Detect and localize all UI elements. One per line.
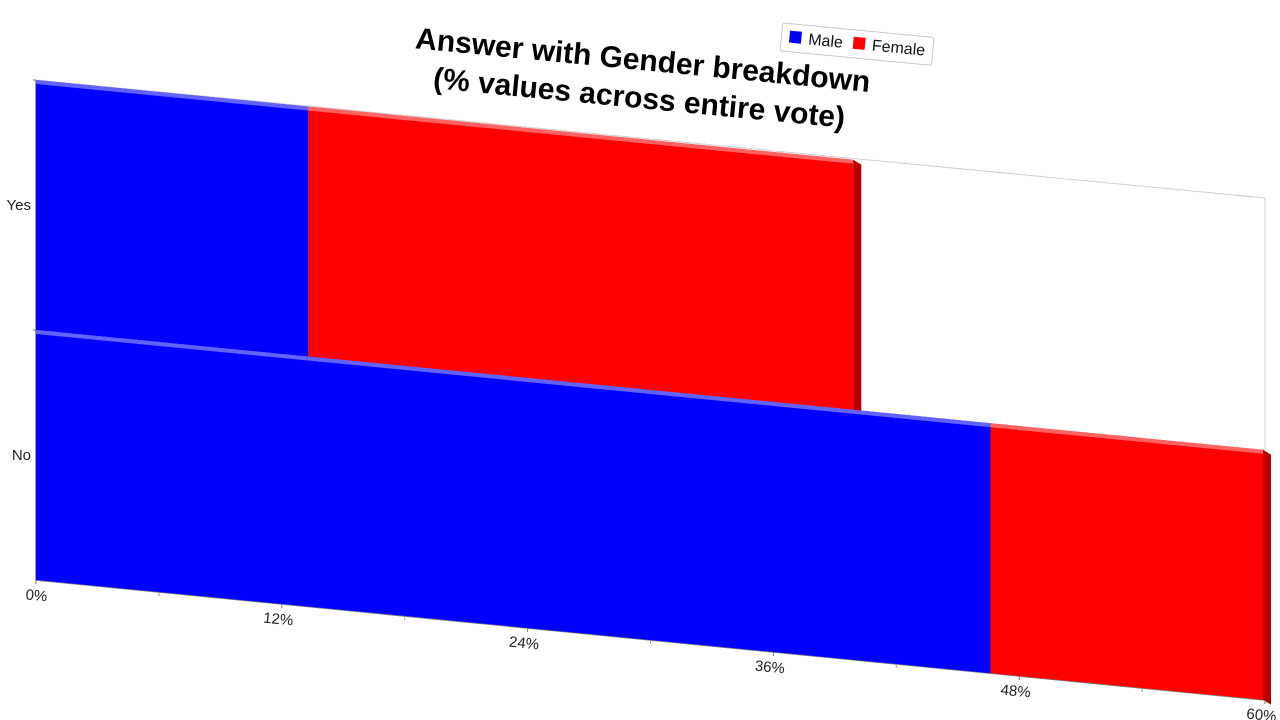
y-label-no: No bbox=[12, 447, 31, 464]
bar-face-no-female bbox=[990, 423, 1263, 700]
legend-label-male: Male bbox=[807, 31, 843, 51]
bar-top-yes-male bbox=[36, 80, 309, 111]
x-axis-ticks: 0% 12% 24% 36% 48% 60% bbox=[25, 580, 1277, 720]
x-tick-label: 36% bbox=[754, 658, 786, 678]
x-tick-label: 24% bbox=[508, 634, 540, 654]
y-axis-labels: Yes No bbox=[7, 197, 31, 464]
legend-swatch-male bbox=[788, 30, 803, 44]
bar-top-no-female bbox=[990, 423, 1263, 454]
bar-side-no-female bbox=[1263, 449, 1271, 705]
bar-face-yes-female bbox=[308, 106, 854, 410]
legend: Male Female bbox=[779, 22, 935, 66]
bar-top-yes-female bbox=[308, 106, 854, 164]
bar-no-female bbox=[990, 423, 1271, 705]
bar-top-no-male bbox=[36, 330, 991, 428]
bars-layer bbox=[36, 80, 1271, 705]
x-tick-label: 12% bbox=[262, 610, 294, 630]
x-tick-label: 48% bbox=[1000, 682, 1032, 702]
bar-yes-female bbox=[308, 106, 862, 415]
bar-face-no-male bbox=[36, 330, 991, 674]
x-tick-label: 60% bbox=[1246, 706, 1278, 720]
legend-swatch-female bbox=[852, 36, 866, 50]
y-label-yes: Yes bbox=[7, 197, 31, 214]
bar-no-male bbox=[36, 330, 991, 674]
bar-side-yes-female bbox=[853, 159, 862, 415]
bar-yes-male bbox=[36, 80, 309, 357]
legend-label-female: Female bbox=[871, 38, 926, 60]
bar-face-yes-male bbox=[36, 80, 309, 357]
x-tick-label: 0% bbox=[25, 586, 48, 605]
